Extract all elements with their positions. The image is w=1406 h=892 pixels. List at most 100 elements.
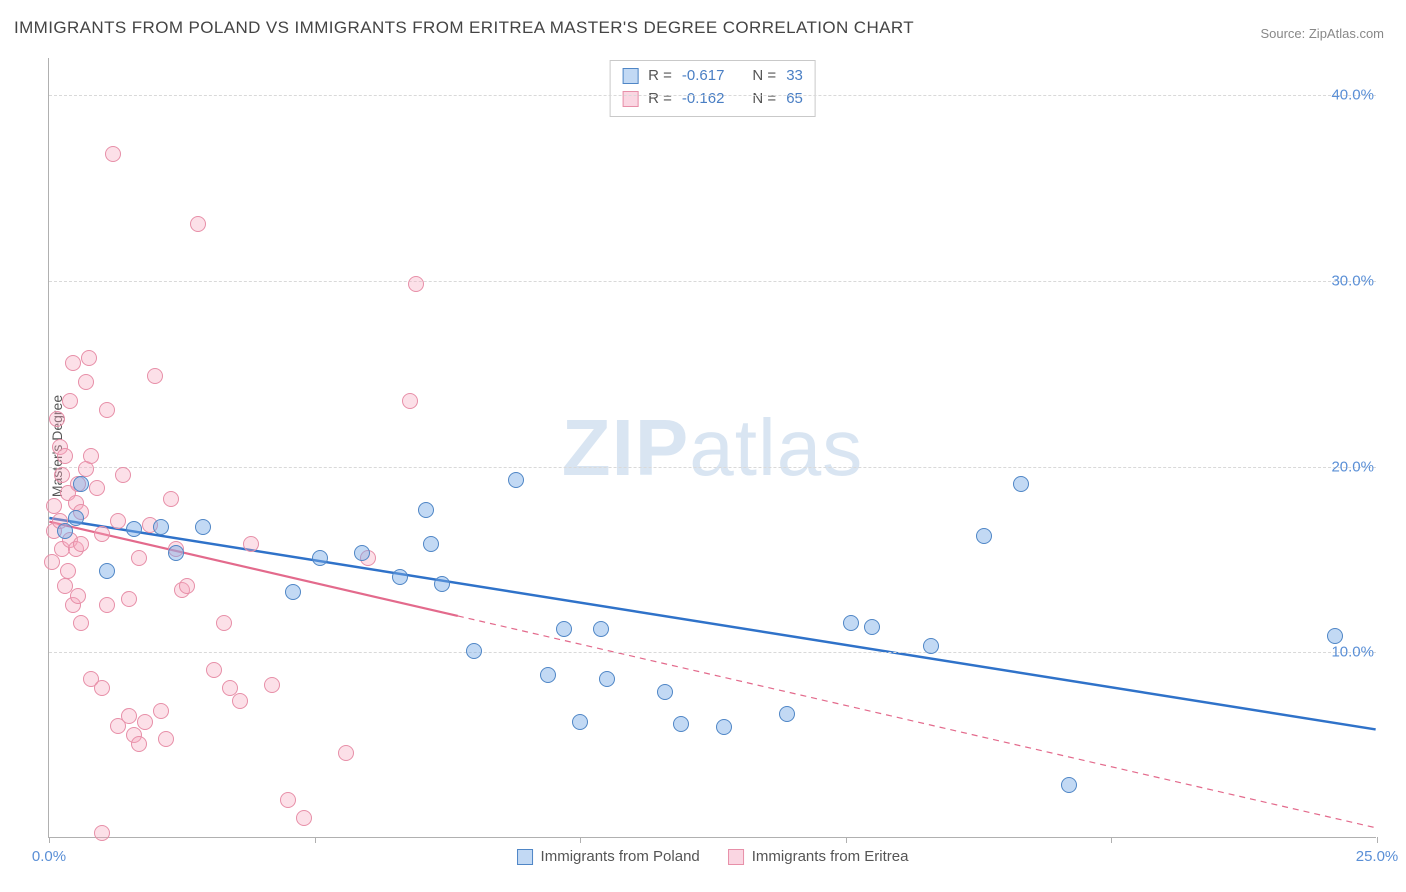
- data-point: [179, 578, 195, 594]
- n-label: N =: [752, 88, 776, 111]
- data-point: [864, 619, 880, 635]
- data-point: [673, 716, 689, 732]
- correlation-legend: R = -0.617 N = 33 R = -0.162 N = 65: [609, 60, 816, 117]
- series-legend-poland: Immigrants from Poland: [517, 848, 700, 865]
- swatch-blue-icon: [622, 68, 638, 84]
- data-point: [57, 523, 73, 539]
- data-point: [83, 448, 99, 464]
- data-point: [94, 526, 110, 542]
- data-point: [68, 510, 84, 526]
- data-point: [423, 536, 439, 552]
- trend-lines-layer: [49, 58, 1376, 837]
- data-point: [312, 550, 328, 566]
- data-point: [73, 536, 89, 552]
- data-point: [243, 536, 259, 552]
- data-point: [232, 693, 248, 709]
- data-point: [264, 677, 280, 693]
- eritrea-r-value: -0.162: [682, 88, 725, 111]
- data-point: [285, 584, 301, 600]
- data-point: [195, 519, 211, 535]
- data-point: [89, 480, 105, 496]
- data-point: [843, 615, 859, 631]
- data-point: [60, 563, 76, 579]
- data-point: [62, 393, 78, 409]
- data-point: [540, 667, 556, 683]
- data-point: [78, 374, 94, 390]
- data-point: [206, 662, 222, 678]
- y-tick-label: 30.0%: [1331, 272, 1378, 289]
- data-point: [190, 216, 206, 232]
- x-tick-mark: [580, 837, 581, 843]
- y-tick-label: 10.0%: [1331, 644, 1378, 661]
- data-point: [508, 472, 524, 488]
- r-label: R =: [648, 88, 672, 111]
- poland-n-value: 33: [786, 65, 803, 88]
- y-tick-label: 40.0%: [1331, 87, 1378, 104]
- trend-line-dashed: [458, 616, 1376, 828]
- data-point: [556, 621, 572, 637]
- x-tick-mark: [315, 837, 316, 843]
- data-point: [402, 393, 418, 409]
- data-point: [1327, 628, 1343, 644]
- legend-row-poland: R = -0.617 N = 33: [622, 65, 803, 88]
- data-point: [137, 714, 153, 730]
- data-point: [1013, 476, 1029, 492]
- data-point: [466, 643, 482, 659]
- data-point: [46, 498, 62, 514]
- data-point: [408, 276, 424, 292]
- x-tick-mark: [49, 837, 50, 843]
- data-point: [121, 708, 137, 724]
- x-tick-mark: [1111, 837, 1112, 843]
- data-point: [44, 554, 60, 570]
- data-point: [49, 411, 65, 427]
- data-point: [57, 448, 73, 464]
- watermark-text: ZIPatlas: [562, 402, 863, 494]
- data-point: [147, 368, 163, 384]
- data-point: [1061, 777, 1077, 793]
- grid-line: [49, 652, 1376, 653]
- data-point: [94, 680, 110, 696]
- data-point: [338, 745, 354, 761]
- data-point: [99, 563, 115, 579]
- series-legend-eritrea: Immigrants from Eritrea: [728, 848, 909, 865]
- data-point: [716, 719, 732, 735]
- grid-line: [49, 281, 1376, 282]
- source-attribution: Source: ZipAtlas.com: [1260, 26, 1384, 41]
- data-point: [153, 703, 169, 719]
- scatter-plot-area: ZIPatlas R = -0.617 N = 33 R = -0.162 N …: [48, 58, 1376, 838]
- data-point: [392, 569, 408, 585]
- data-point: [153, 519, 169, 535]
- data-point: [70, 588, 86, 604]
- swatch-pink-icon: [622, 91, 638, 107]
- x-tick-label: 0.0%: [32, 848, 66, 865]
- data-point: [434, 576, 450, 592]
- data-point: [105, 146, 121, 162]
- n-label: N =: [752, 65, 776, 88]
- swatch-blue-icon: [517, 849, 533, 865]
- data-point: [354, 545, 370, 561]
- data-point: [779, 706, 795, 722]
- data-point: [296, 810, 312, 826]
- data-point: [599, 671, 615, 687]
- x-tick-mark: [846, 837, 847, 843]
- data-point: [99, 597, 115, 613]
- data-point: [54, 467, 70, 483]
- data-point: [976, 528, 992, 544]
- data-point: [280, 792, 296, 808]
- watermark-bold: ZIP: [562, 403, 689, 492]
- data-point: [418, 502, 434, 518]
- data-point: [163, 491, 179, 507]
- data-point: [121, 591, 137, 607]
- data-point: [99, 402, 115, 418]
- chart-title: IMMIGRANTS FROM POLAND VS IMMIGRANTS FRO…: [14, 18, 914, 38]
- legend-row-eritrea: R = -0.162 N = 65: [622, 88, 803, 111]
- data-point: [126, 521, 142, 537]
- series-label-eritrea: Immigrants from Eritrea: [752, 848, 909, 865]
- grid-line: [49, 467, 1376, 468]
- data-point: [572, 714, 588, 730]
- data-point: [158, 731, 174, 747]
- series-label-poland: Immigrants from Poland: [541, 848, 700, 865]
- y-tick-label: 20.0%: [1331, 458, 1378, 475]
- data-point: [216, 615, 232, 631]
- data-point: [73, 476, 89, 492]
